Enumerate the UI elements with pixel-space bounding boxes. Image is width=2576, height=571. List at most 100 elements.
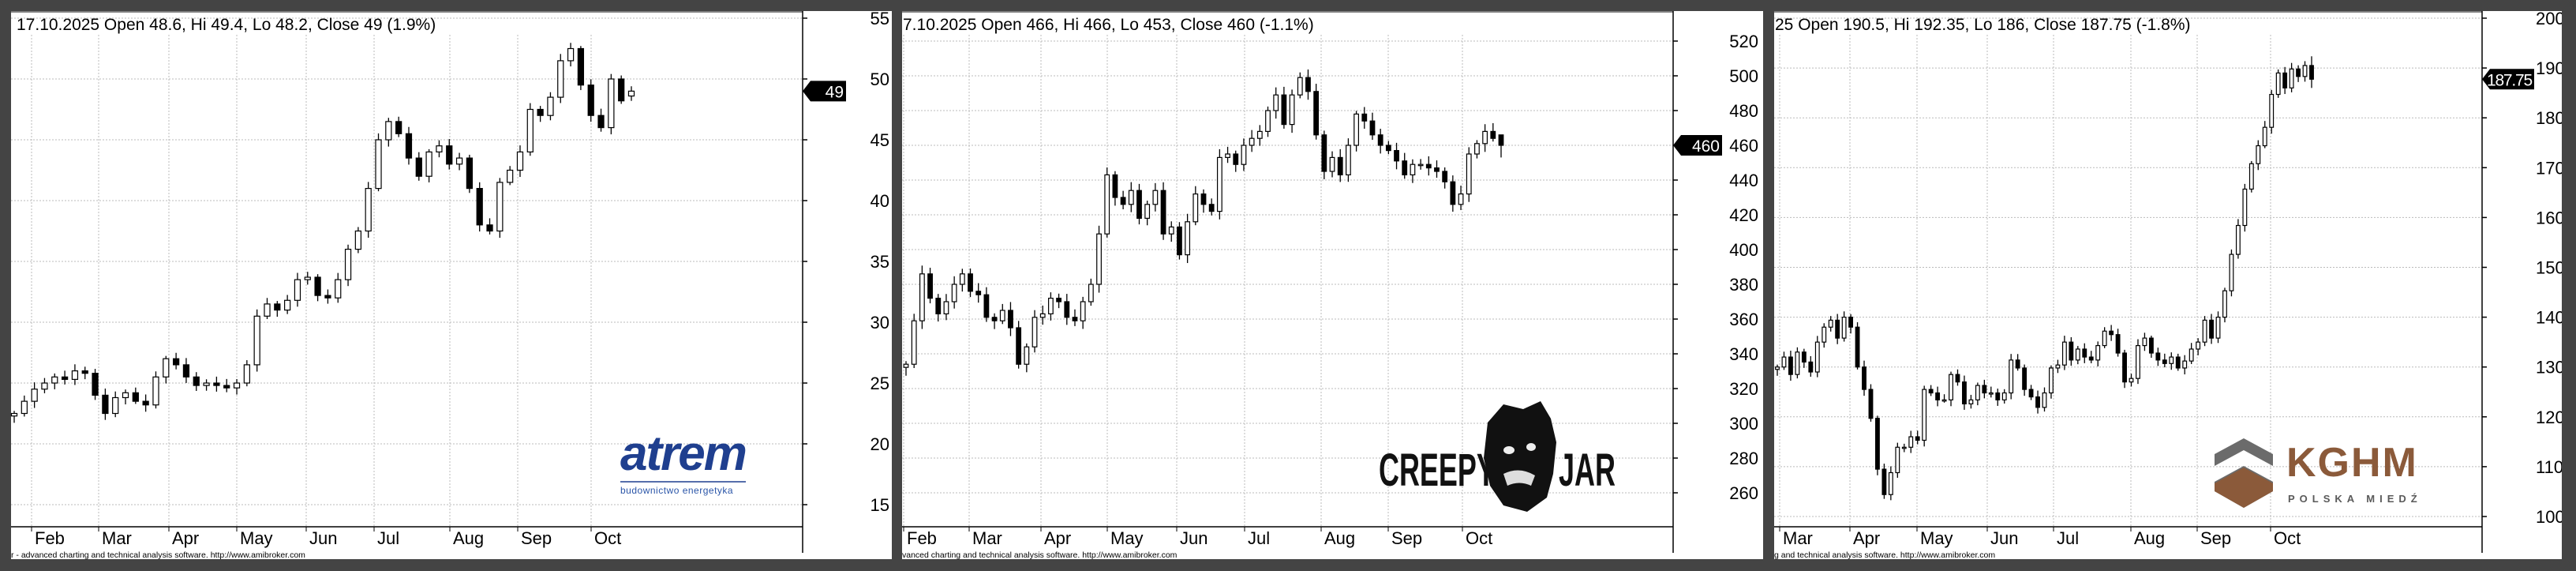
candle [1962, 375, 1967, 410]
candle [1016, 321, 1022, 369]
candle-body-down [1385, 145, 1391, 152]
candle [1032, 310, 1038, 353]
candle-body-up [1901, 446, 1907, 449]
candle [1410, 159, 1416, 183]
candle-body-down [1160, 190, 1166, 235]
candle-body-up [567, 47, 575, 62]
kghm-logo-wordmark: KGHM [2286, 440, 2418, 486]
candle-body-up [1458, 193, 1464, 205]
candle-body-down [446, 145, 453, 165]
candle [446, 139, 453, 170]
candle [1975, 382, 1980, 406]
y-axis-label: 420 [1729, 205, 1758, 225]
candle [213, 376, 220, 392]
creepyjar-logo: CREEPY JAR [1379, 401, 1616, 512]
candle [2296, 65, 2301, 82]
candle-body-down [274, 303, 281, 311]
candle-body-down [2148, 337, 2154, 354]
candle [618, 75, 625, 104]
candle [2269, 89, 2275, 134]
candle [2262, 121, 2267, 148]
candle-body-down [1955, 374, 1960, 383]
candle [1949, 371, 1953, 407]
candle-body-down [1120, 197, 1126, 205]
candle-body-down [2035, 396, 2040, 408]
candle-body-down [1337, 156, 1343, 175]
candle [2242, 183, 2248, 232]
candle [2082, 343, 2087, 363]
candle-body-down [1208, 204, 1215, 212]
atrem-logo: atrem budownictwo energetyka [620, 426, 747, 496]
candle-body-up [1144, 204, 1151, 219]
candle-body-up [1417, 163, 1424, 167]
candle-body-up [1781, 356, 1787, 368]
candle [1313, 84, 1320, 140]
footer-atrem: r - advanced charting and technical anal… [11, 550, 305, 560]
candle-body-down [2115, 334, 2121, 354]
candle-body-down [1361, 113, 1368, 122]
candle-body-down [1136, 190, 1142, 219]
candle-body-up [557, 60, 564, 98]
candle [1096, 225, 1102, 293]
candle [1955, 369, 1960, 386]
candle [1233, 150, 1239, 172]
candle-body-up [959, 273, 965, 285]
candle [547, 92, 554, 121]
candle-body-down [968, 273, 973, 292]
atrem-logo-wordmark: atrem [620, 426, 746, 481]
candle-body-down [1498, 134, 1504, 146]
candle [1450, 175, 1456, 212]
candle-body-up [1128, 190, 1134, 205]
candle-body-down [2296, 68, 2301, 77]
candle-body-down [1450, 181, 1456, 205]
candle-body-down [2209, 319, 2214, 339]
candle [911, 314, 917, 369]
candle-body-down [1935, 392, 1941, 400]
candle [1928, 385, 1934, 396]
x-axis-month-label: May [1920, 528, 1953, 548]
candle [1273, 87, 1279, 119]
candle-body-up [1256, 130, 1263, 139]
y-axis-label: 300 [1729, 414, 1758, 434]
candle [2209, 314, 2214, 344]
candle-body-down [223, 385, 230, 389]
candle [1482, 124, 1488, 152]
candle [627, 86, 635, 101]
y-axis-label: 15 [871, 495, 889, 515]
last-price-tag: 49 [803, 81, 846, 102]
x-axis-month-label: Jul [377, 528, 399, 548]
candle [1289, 89, 1295, 133]
candle [1868, 384, 1874, 422]
candle [264, 298, 271, 320]
candle [919, 265, 925, 329]
candle [324, 289, 331, 304]
candle [335, 272, 342, 303]
candle-body-down [1112, 174, 1118, 198]
candle [507, 166, 514, 186]
candle [2202, 316, 2207, 347]
candle-body-down [182, 364, 190, 378]
candle-body-up [2275, 72, 2281, 96]
candle-body-up [1024, 346, 1030, 365]
candle [2042, 387, 2047, 412]
candle-body-down [2162, 359, 2167, 364]
candle-body-up [284, 299, 291, 311]
y-axis-label: 380 [1729, 275, 1758, 295]
y-axis-label: 20 [871, 434, 889, 454]
candle [608, 73, 615, 135]
candle [2055, 359, 2061, 374]
candle-body-up [507, 169, 514, 183]
candle [2015, 354, 2020, 371]
candle-body-up [2289, 68, 2294, 88]
x-axis-month-label: Apr [1853, 528, 1880, 548]
candle [1080, 296, 1086, 329]
y-axis-label: 30 [871, 313, 889, 332]
candle-body-down [2015, 359, 2020, 369]
y-axis-label: 320 [1729, 379, 1758, 399]
candle-body-up [1032, 317, 1038, 347]
candle [1835, 314, 1840, 344]
candle-body-up [233, 382, 241, 389]
candle [112, 391, 119, 418]
candle [2275, 69, 2281, 98]
candle-body-down [1881, 468, 1887, 495]
